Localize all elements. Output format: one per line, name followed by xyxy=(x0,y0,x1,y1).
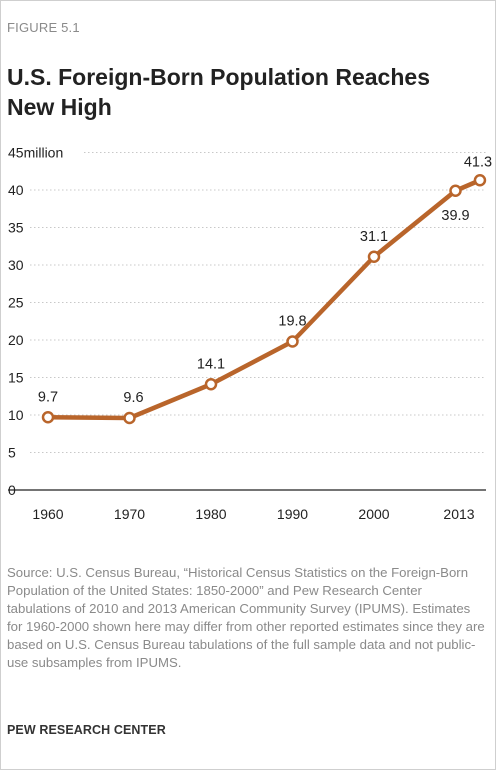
y-tick-label: 40 xyxy=(8,182,24,198)
x-tick-label: 2013 xyxy=(443,506,474,522)
x-tick-label: 2000 xyxy=(358,506,389,522)
series-line xyxy=(45,178,483,421)
data-point xyxy=(204,378,218,391)
x-tick-label: 1970 xyxy=(114,506,145,522)
y-tick-label: 15 xyxy=(8,370,24,386)
data-label: 14.1 xyxy=(197,356,225,372)
data-label: 41.3 xyxy=(464,154,492,170)
x-tick-label: 1960 xyxy=(32,506,63,522)
chart-title: U.S. Foreign-Born Population Reaches New… xyxy=(7,64,430,120)
y-tick-label: 45million xyxy=(8,145,63,161)
x-tick-label: 1990 xyxy=(277,506,308,522)
y-tick-label: 30 xyxy=(8,257,24,273)
y-tick-label: 25 xyxy=(8,295,24,311)
x-tick-label: 1980 xyxy=(195,506,226,522)
data-point xyxy=(41,411,55,424)
data-label: 19.8 xyxy=(278,314,306,330)
y-tick-label: 5 xyxy=(8,445,16,461)
brand-footer: PEW RESEARCH CENTER xyxy=(7,723,166,737)
data-point xyxy=(367,250,381,263)
data-point xyxy=(123,411,136,425)
data-point xyxy=(286,335,299,348)
data-point xyxy=(449,184,462,197)
data-point xyxy=(473,174,487,187)
source-note: Source: U.S. Census Bureau, “Historical … xyxy=(7,565,485,670)
figure-label: FIGURE 5.1 xyxy=(7,20,80,35)
y-tick-label: 0 xyxy=(8,482,16,498)
line-chart: 0 5 10 15 20 25 30 35 40 45million 1960 1970 1980 199… xyxy=(8,145,492,522)
y-tick-label: 20 xyxy=(8,332,24,348)
data-label: 9.6 xyxy=(123,390,143,406)
data-label: 9.7 xyxy=(38,389,58,405)
y-tick-label: 35 xyxy=(8,220,24,236)
data-label: 39.9 xyxy=(441,208,469,224)
y-tick-label: 10 xyxy=(8,407,24,423)
data-label: 31.1 xyxy=(360,229,388,245)
